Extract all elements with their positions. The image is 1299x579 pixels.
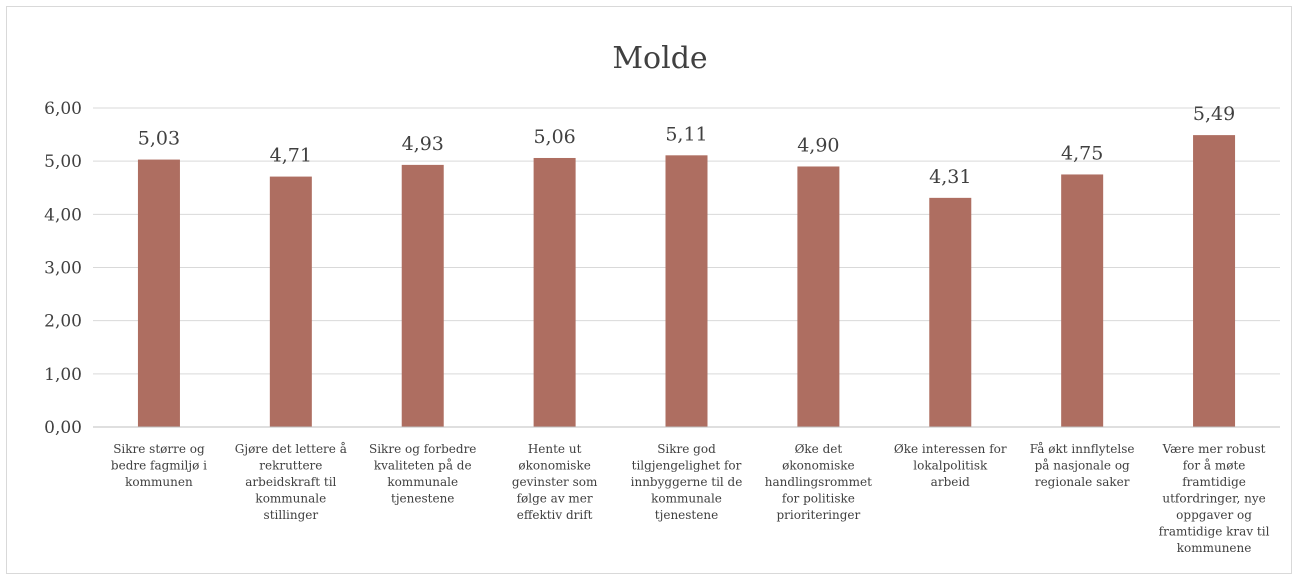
data-label: 5,06 xyxy=(533,126,575,148)
category-label-line: oppgaver og xyxy=(1176,508,1252,522)
bar xyxy=(929,197,972,427)
category-label-line: gevinster som xyxy=(512,475,598,489)
category-label-line: prioriteringer xyxy=(776,508,860,522)
category-label-line: økonomiske xyxy=(518,459,590,473)
category-label-line: kommunale xyxy=(255,492,326,506)
category-label-line: stillinger xyxy=(264,508,319,522)
category-label-line: kvaliteten på de xyxy=(374,458,472,473)
data-label: 4,71 xyxy=(270,145,312,167)
category-label: Øke det økonomiske handlingsrommet for poli… xyxy=(765,442,872,522)
bar xyxy=(1061,174,1104,427)
category-label-line: kommunale xyxy=(387,475,458,489)
category-label-line: arbeid xyxy=(931,475,971,489)
category-label-line: handlingsrommet xyxy=(765,475,872,489)
bar xyxy=(137,159,180,428)
data-label: 5,03 xyxy=(138,128,180,150)
category-label: Sikre god tilgjengelighet for innbyggerne … xyxy=(631,442,743,522)
bar xyxy=(269,176,312,427)
category-label-line: rekruttere xyxy=(259,459,322,473)
category-label-line: regionale saker xyxy=(1035,475,1130,489)
y-tick-label: 5,00 xyxy=(44,152,82,172)
category-label-line: Sikre og forbedre xyxy=(369,442,476,456)
category-label-line: Øke interessen for xyxy=(894,442,1007,456)
bar xyxy=(1193,135,1236,428)
bar xyxy=(797,166,840,427)
category-label-line: Øke det xyxy=(795,442,843,456)
category-label-line: Få økt innflytelse xyxy=(1030,441,1135,456)
category-label-line: for å møte xyxy=(1183,458,1246,473)
category-label-line: tjenestene xyxy=(655,508,718,522)
data-label: 5,49 xyxy=(1193,103,1235,125)
category-label-line: kommunene xyxy=(1177,541,1252,555)
category-label: Hente ut økonomiske gevinster som følge av … xyxy=(512,442,598,522)
y-tick-label: 2,00 xyxy=(44,312,82,332)
category-label-line: framtidige krav til xyxy=(1159,525,1270,539)
bar xyxy=(533,157,576,427)
bars xyxy=(137,135,1236,428)
category-label-line: på nasjonale og xyxy=(1035,458,1130,473)
category-label-line: Hente ut xyxy=(528,442,582,456)
category-label-line: innbyggerne til de xyxy=(631,475,743,489)
y-tick-label: 3,00 xyxy=(44,259,82,279)
category-label: Øke interessen for lokalpolitisk arbeid xyxy=(894,442,1007,489)
y-tick-label: 0,00 xyxy=(44,418,82,438)
y-tick-label: 4,00 xyxy=(44,205,82,225)
category-label-line: effektiv drift xyxy=(517,508,593,522)
category-label-line: utfordringer, nye xyxy=(1162,492,1265,506)
category-label-line: Sikre større og xyxy=(113,442,205,456)
bar xyxy=(665,155,708,427)
category-label: Gjøre det lettere å rekruttere arbeidskraf… xyxy=(235,441,347,522)
y-tick-label: 1,00 xyxy=(44,365,82,385)
category-label-line: Sikre god xyxy=(657,442,716,456)
category-label-line: for politiske xyxy=(782,492,855,506)
category-label-line: bedre fagmiljø i xyxy=(111,459,207,473)
chart-title: Molde xyxy=(612,41,707,76)
data-label: 4,75 xyxy=(1061,142,1103,164)
category-label: Sikre og forbedre kvaliteten på de kommuna… xyxy=(369,442,476,506)
category-label-line: følge av mer xyxy=(517,492,593,506)
data-label: 4,31 xyxy=(929,166,971,188)
data-label: 5,11 xyxy=(665,123,707,145)
data-labels: 5,03 4,71 4,93 5,06 5,11 4,90 4,31 4,75 5,49 xyxy=(138,103,1235,188)
data-label: 4,90 xyxy=(797,134,839,156)
bar xyxy=(401,164,444,427)
category-label-line: Gjøre det lettere å xyxy=(235,441,347,456)
category-label-line: arbeidskraft til xyxy=(245,475,336,489)
category-label: Få økt innflytelse på nasjonale og regiona… xyxy=(1030,441,1135,489)
category-label: Være mer robust for å møte framtidige utfor… xyxy=(1159,442,1270,555)
y-axis-ticks: 0,00 1,00 2,00 3,00 4,00 5,00 6,00 xyxy=(44,99,82,438)
category-label-line: tjenestene xyxy=(391,492,454,506)
category-label-line: Være mer robust xyxy=(1162,442,1266,456)
category-label-line: tilgjengelighet for xyxy=(632,459,742,473)
y-tick-label: 6,00 xyxy=(44,99,82,119)
category-label-line: framtidige xyxy=(1182,475,1246,489)
category-label: Sikre større og bedre fagmiljø i kommunen xyxy=(111,442,207,489)
category-label-line: økonomiske xyxy=(782,459,854,473)
data-label: 4,93 xyxy=(402,133,444,155)
category-label-line: kommunale xyxy=(651,492,722,506)
category-label-line: lokalpolitisk xyxy=(913,459,988,473)
category-labels: Sikre større og bedre fagmiljø i kommunen G… xyxy=(111,441,1270,555)
category-label-line: kommunen xyxy=(125,475,193,489)
